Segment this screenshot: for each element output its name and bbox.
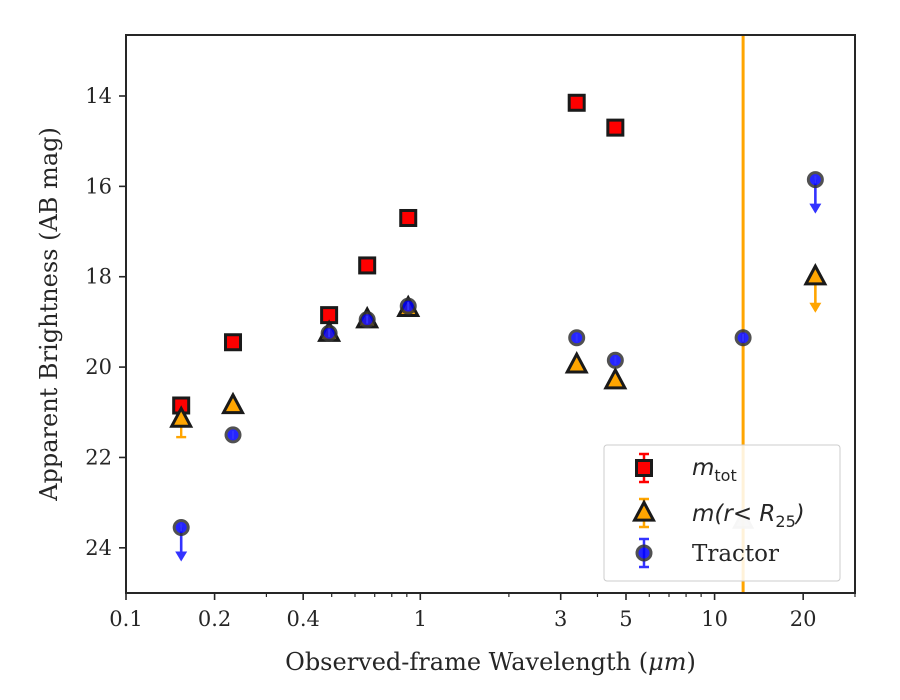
legend-label-tractor: Tractor bbox=[692, 541, 779, 567]
legend-label-mr25-sub: 25 bbox=[775, 512, 795, 531]
legend-label-mr25: m(r< R25) bbox=[692, 501, 805, 531]
legend-marker-mtot bbox=[635, 459, 653, 477]
y-axis-label: Apparent Brightness (AB mag) bbox=[35, 127, 63, 502]
legend-label-mr25-main: m(r< R bbox=[692, 501, 775, 527]
data-point bbox=[358, 256, 377, 275]
legend-label-mtot: mtot bbox=[692, 455, 737, 485]
legend: mtot m(r< R25) Tractor bbox=[603, 444, 841, 582]
x-tick-label: 5 bbox=[619, 607, 632, 631]
axes: 0.1 0.2 0.4 1 3 5 10 20 14 16 18 20 22 24 bbox=[85, 84, 856, 631]
y-tick-label: 22 bbox=[85, 445, 112, 469]
y-tick-label: 24 bbox=[85, 536, 112, 560]
upper-limit-arrow-head bbox=[809, 203, 822, 214]
upper-limit-arrow-head bbox=[809, 302, 822, 313]
x-tick-label: 0.4 bbox=[286, 607, 319, 631]
data-point bbox=[224, 333, 243, 352]
legend-box bbox=[603, 444, 841, 582]
plot-frame bbox=[125, 34, 856, 594]
data-point bbox=[564, 351, 589, 374]
legend-marker-mr25 bbox=[631, 499, 657, 522]
y-tick-label: 20 bbox=[85, 355, 112, 379]
legend-label-mr25-close: ) bbox=[794, 501, 805, 527]
legend-marker-tractor bbox=[635, 544, 653, 562]
legend-label-mtot-main: m bbox=[692, 455, 714, 481]
x-axis-label-close: ) bbox=[686, 648, 695, 676]
x-tick-label: 0.1 bbox=[109, 607, 142, 631]
series-0 bbox=[172, 93, 625, 415]
x-axis-label-text: Observed-frame Wavelength ( bbox=[285, 648, 648, 676]
data-point bbox=[399, 208, 418, 227]
x-tick-label: 3 bbox=[554, 607, 567, 631]
x-tick-label: 0.2 bbox=[198, 607, 231, 631]
data-point bbox=[603, 366, 628, 390]
legend-markers bbox=[631, 452, 657, 569]
data-point bbox=[606, 118, 625, 137]
data-point bbox=[567, 93, 586, 112]
x-tick-label: 1 bbox=[414, 607, 427, 631]
x-axis-label: Observed-frame Wavelength (μm) bbox=[285, 648, 696, 676]
y-tick-label: 18 bbox=[85, 265, 112, 289]
x-tick-label: 10 bbox=[701, 607, 728, 631]
x-tick-label: 20 bbox=[790, 607, 817, 631]
upper-limit-arrow-head bbox=[175, 551, 188, 562]
y-tick-label: 14 bbox=[85, 84, 112, 108]
x-axis-label-unit: μm bbox=[648, 648, 686, 676]
legend-label-mtot-sub: tot bbox=[714, 466, 736, 485]
data-point bbox=[169, 405, 194, 428]
series-2 bbox=[172, 171, 824, 562]
y-tick-label: 16 bbox=[85, 174, 112, 198]
data-point bbox=[803, 262, 828, 286]
data-point bbox=[221, 391, 246, 415]
